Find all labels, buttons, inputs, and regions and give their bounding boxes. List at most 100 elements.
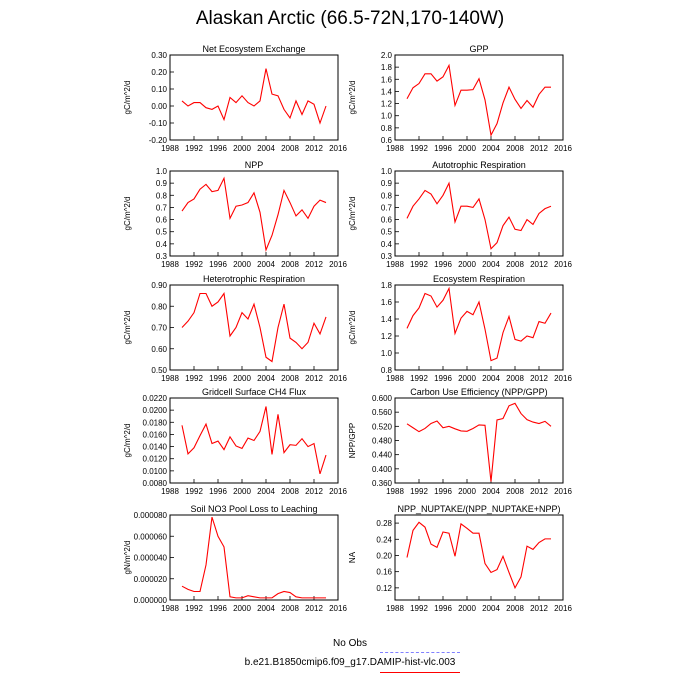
chart-title: Gridcell Surface CH4 Flux	[202, 387, 307, 397]
x-tick-label: 2008	[506, 487, 524, 496]
legend-label-no-obs: No Obs	[333, 638, 367, 649]
x-tick-label: 2012	[305, 604, 323, 613]
x-tick-label: 1996	[209, 374, 227, 383]
chart-panel-6: Ecosystem Respiration gC/m^2/d 1988 1992 199…	[348, 274, 572, 383]
x-tick-label: 2008	[506, 144, 524, 153]
chart-title: GPP	[469, 44, 488, 54]
chart-title: Carbon Use Efficiency (NPP/GPP)	[410, 387, 547, 397]
x-tick-label: 1988	[161, 260, 179, 269]
x-tick-label: 2016	[329, 144, 347, 153]
y-tick-label: 1.4	[381, 87, 393, 96]
series-line	[181, 176, 327, 252]
y-tick-label: 1.2	[381, 100, 393, 109]
x-tick-label: 1996	[434, 144, 452, 153]
x-tick-label: 2012	[530, 374, 548, 383]
y-tick-label: 0.16	[376, 568, 392, 577]
x-tick-label: 1992	[410, 604, 428, 613]
x-tick-label: 2012	[305, 487, 323, 496]
x-tick-label: 1988	[161, 604, 179, 613]
y-tick-label: 0.8	[156, 191, 168, 200]
x-tick-label: 1988	[161, 487, 179, 496]
chart-panel-3: NPP gC/m^2/d 1988 1992 1996 2000 2004 2008 2012 2…	[123, 160, 347, 269]
y-tick-label: 0.28	[376, 519, 392, 528]
y-tick-label: 0.9	[156, 179, 168, 188]
x-tick-label: 1992	[185, 487, 203, 496]
x-tick-label: 1996	[209, 144, 227, 153]
y-tick-label: 0.6	[381, 136, 393, 145]
x-tick-label: 2000	[233, 144, 251, 153]
chart-panel-5: Heterotrophic Respiration gC/m^2/d 1988 199…	[123, 274, 347, 383]
x-tick-label: 2012	[305, 260, 323, 269]
y-tick-label: 0.0220	[143, 394, 168, 403]
x-tick-label: 2008	[506, 260, 524, 269]
plot-frame	[394, 514, 564, 601]
series-line	[181, 68, 327, 125]
y-tick-label: 0.5	[381, 228, 393, 237]
x-tick-label: 1992	[410, 487, 428, 496]
y-tick-label: 0.80	[151, 302, 167, 311]
x-tick-label: 2016	[554, 487, 572, 496]
plot-frame	[394, 54, 564, 141]
y-tick-label: 0.70	[151, 324, 167, 333]
x-tick-label: 2008	[506, 374, 524, 383]
y-tick-label: 0.8	[381, 191, 393, 200]
y-tick-label: 0.3	[381, 252, 393, 261]
y-tick-label: 0.8	[381, 366, 393, 375]
y-tick-label: 0.0200	[143, 406, 168, 415]
y-tick-label: 0.90	[151, 281, 167, 290]
x-tick-label: 1992	[185, 604, 203, 613]
y-tick-label: -0.10	[149, 119, 168, 128]
x-tick-label: 2004	[257, 260, 275, 269]
x-tick-label: 2016	[329, 260, 347, 269]
series-line	[181, 516, 326, 599]
y-tick-label: 0.000000	[134, 596, 168, 605]
series-line	[181, 406, 327, 475]
x-tick-label: 2012	[530, 604, 548, 613]
y-tick-label: 1.0	[381, 112, 393, 121]
chart-panel-10: NPP_NUPTAKE/(NPP_NUPTAKE+NPP) NA 1988 1992 1…	[348, 504, 572, 613]
y-tick-label: 0.5	[156, 228, 168, 237]
x-tick-label: 2012	[305, 374, 323, 383]
plot-frame	[169, 397, 339, 484]
x-tick-label: 2008	[281, 604, 299, 613]
chart-title: Net Ecosystem Exchange	[202, 44, 305, 54]
y-tick-label: 0.0180	[143, 418, 168, 427]
x-tick-label: 1988	[161, 144, 179, 153]
x-tick-label: 2004	[482, 604, 500, 613]
x-tick-label: 2000	[233, 604, 251, 613]
x-tick-label: 1992	[185, 374, 203, 383]
y-tick-label: 0.10	[151, 85, 167, 94]
x-tick-label: 2000	[458, 144, 476, 153]
y-tick-label: 0.600	[372, 394, 393, 403]
y-tick-label: 1.8	[381, 281, 393, 290]
y-tick-label: 1.0	[381, 167, 393, 176]
x-tick-label: 2012	[530, 144, 548, 153]
y-tick-label: 0.0160	[143, 430, 168, 439]
y-tick-label: 0.560	[372, 408, 393, 417]
y-tick-label: 0.6	[381, 216, 393, 225]
series-line	[406, 286, 552, 362]
y-tick-label: 0.0120	[143, 455, 168, 464]
series-line	[406, 181, 552, 250]
x-tick-label: 1988	[386, 144, 404, 153]
chart-title: NPP_NUPTAKE/(NPP_NUPTAKE+NPP)	[398, 504, 561, 514]
x-tick-label: 1988	[386, 374, 404, 383]
x-tick-label: 2004	[482, 374, 500, 383]
chart-panel-1: Net Ecosystem Exchange gC/m^2/d 1988 1992 19…	[123, 44, 347, 153]
x-tick-label: 2000	[458, 604, 476, 613]
x-tick-label: 2016	[554, 144, 572, 153]
y-tick-label: 0.0100	[143, 467, 168, 476]
y-tick-label: 0.8	[381, 124, 393, 133]
chart-title: Heterotrophic Respiration	[203, 274, 305, 284]
x-tick-label: 2004	[257, 374, 275, 383]
x-tick-label: 1988	[386, 604, 404, 613]
x-tick-label: 2004	[257, 144, 275, 153]
y-tick-label: 0.360	[372, 479, 393, 488]
y-tick-label: 1.6	[381, 298, 393, 307]
chart-title: Soil NO3 Pool Loss to Leaching	[190, 504, 317, 514]
x-tick-label: 1992	[410, 374, 428, 383]
y-tick-label: 0.6	[156, 216, 168, 225]
y-tick-label: 0.520	[372, 422, 393, 431]
y-axis-label: gC/m^2/d	[348, 197, 357, 231]
x-tick-label: 2008	[506, 604, 524, 613]
